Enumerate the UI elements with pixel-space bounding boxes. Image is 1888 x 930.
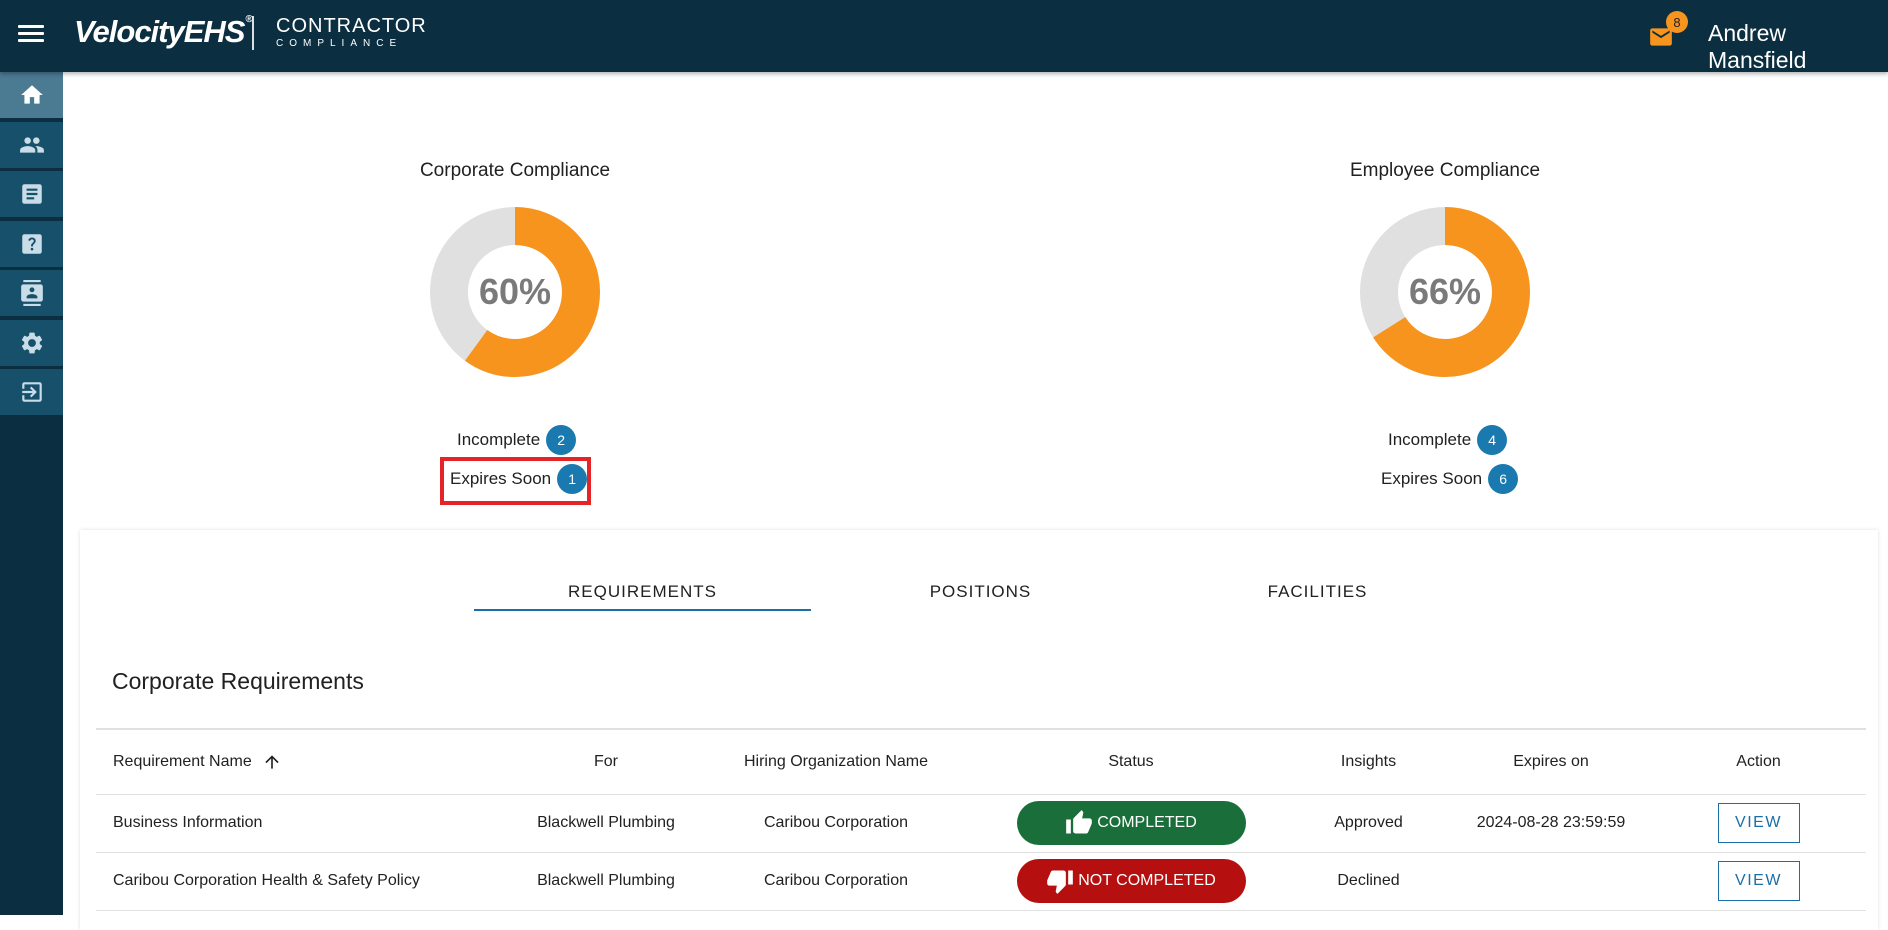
sidebar-item-contacts[interactable] (0, 270, 63, 316)
active-tab-indicator (474, 609, 811, 611)
user-name[interactable]: Andrew Mansfield (1708, 20, 1807, 73)
tab-requirements[interactable]: REQUIREMENTS (568, 582, 717, 601)
sidebar-item-documents[interactable] (0, 171, 63, 217)
expires-soon-label: Expires Soon (450, 469, 552, 488)
expires-soon-label: Expires Soon (1381, 469, 1483, 488)
insights-cell: Declined (1286, 852, 1451, 911)
hiring-org-cell: Caribou Corporation (696, 794, 976, 853)
employee-compliance-title: Employee Compliance (1349, 160, 1541, 181)
help-icon (21, 233, 42, 254)
sidebar-item-home[interactable] (0, 72, 63, 118)
status-badge-not-completed: NOT COMPLETED (1016, 859, 1246, 903)
contractor-compliance-logo: CONTRACTOR COMPLIANCE (276, 15, 427, 49)
table-header-row: Requirement Name For Hiring Organization… (96, 728, 1866, 795)
employee-incomplete-row[interactable]: Incomplete 4 (1388, 425, 1508, 455)
expires-soon-count-badge: 6 (1488, 464, 1519, 494)
for-cell: Blackwell Plumbing (516, 852, 696, 911)
contacts-icon (20, 280, 43, 306)
corporate-incomplete-row[interactable]: Incomplete 2 (457, 425, 577, 455)
corporate-compliance-title: Corporate Compliance (419, 160, 611, 181)
sidebar-item-help[interactable] (0, 220, 63, 267)
requirements-table: Requirement Name For Hiring Organization… (96, 728, 1866, 911)
menu-icon-bar (18, 25, 44, 28)
expires-on-cell (1451, 852, 1651, 911)
column-header-insights: Insights (1286, 728, 1451, 795)
highlight-annotation-box (440, 457, 591, 505)
status-badge-completed: COMPLETED (1016, 801, 1246, 845)
corporate-percent-label: 60% (478, 271, 552, 312)
menu-icon-bar (18, 39, 44, 42)
menu-icon-bar (18, 32, 44, 35)
incomplete-label: Incomplete (457, 430, 541, 449)
table-row: Caribou Corporation Health & Safety Poli… (96, 852, 1866, 911)
tab-positions[interactable]: POSITIONS (929, 582, 1032, 601)
hamburger-menu-button[interactable] (18, 25, 44, 47)
people-icon (19, 136, 44, 153)
employee-compliance-donut (1360, 207, 1530, 377)
column-header-expires-on: Expires on (1451, 728, 1651, 795)
employee-percent-label: 66% (1408, 271, 1482, 312)
column-header-action: Action (1651, 728, 1866, 795)
column-header-hiring-org: Hiring Organization Name (696, 728, 976, 795)
sort-ascending-icon[interactable] (262, 752, 282, 772)
mail-icon[interactable] (1648, 24, 1674, 50)
incomplete-label: Incomplete (1388, 430, 1472, 449)
column-header-for: For (516, 728, 696, 795)
tab-facilities[interactable]: FACILITIES (1267, 582, 1368, 601)
corporate-expires-soon-row[interactable]: Expires Soon 1 (450, 464, 588, 494)
logo-divider (252, 16, 254, 50)
section-title: Corporate Requirements (112, 668, 364, 694)
mail-count-badge: 8 (1666, 11, 1688, 33)
table-row: Business Information Blackwell Plumbing … (96, 794, 1866, 853)
document-icon (21, 184, 42, 204)
insights-cell: Approved (1286, 794, 1451, 853)
sidebar-nav (0, 72, 63, 915)
action-cell: VIEW (1651, 852, 1866, 911)
requirement-name-cell: Caribou Corporation Health & Safety Poli… (96, 852, 516, 911)
hiring-org-cell: Caribou Corporation (696, 852, 976, 911)
for-cell: Blackwell Plumbing (516, 794, 696, 853)
velocityehs-logo: VelocityEHS® (74, 14, 253, 49)
requirement-name-cell: Business Information (96, 794, 516, 853)
column-header-requirement-name[interactable]: Requirement Name (96, 728, 516, 795)
thumbs-down-icon (1047, 870, 1074, 894)
column-header-status: Status (976, 728, 1286, 795)
expires-soon-count-badge: 1 (557, 464, 588, 494)
top-app-bar: VelocityEHS® CONTRACTOR COMPLIANCE 8 And… (0, 0, 1888, 73)
view-button[interactable]: VIEW (1717, 861, 1800, 901)
thumbs-up-icon (1066, 810, 1093, 834)
home-icon (20, 85, 43, 104)
action-cell: VIEW (1651, 794, 1866, 853)
incomplete-count-badge: 2 (546, 425, 577, 455)
expires-on-cell: 2024-08-28 23:59:59 (1451, 794, 1651, 853)
status-cell: COMPLETED (976, 794, 1286, 853)
gear-icon (21, 332, 42, 353)
employee-expires-soon-row[interactable]: Expires Soon 6 (1381, 464, 1519, 494)
view-button[interactable]: VIEW (1717, 803, 1800, 843)
sidebar-item-settings[interactable] (0, 319, 63, 366)
logout-icon (21, 382, 42, 402)
corporate-compliance-donut (430, 207, 600, 377)
status-cell: NOT COMPLETED (976, 852, 1286, 911)
sidebar-item-logout[interactable] (0, 369, 63, 415)
sidebar-item-people[interactable] (0, 121, 63, 168)
incomplete-count-badge: 4 (1477, 425, 1508, 455)
